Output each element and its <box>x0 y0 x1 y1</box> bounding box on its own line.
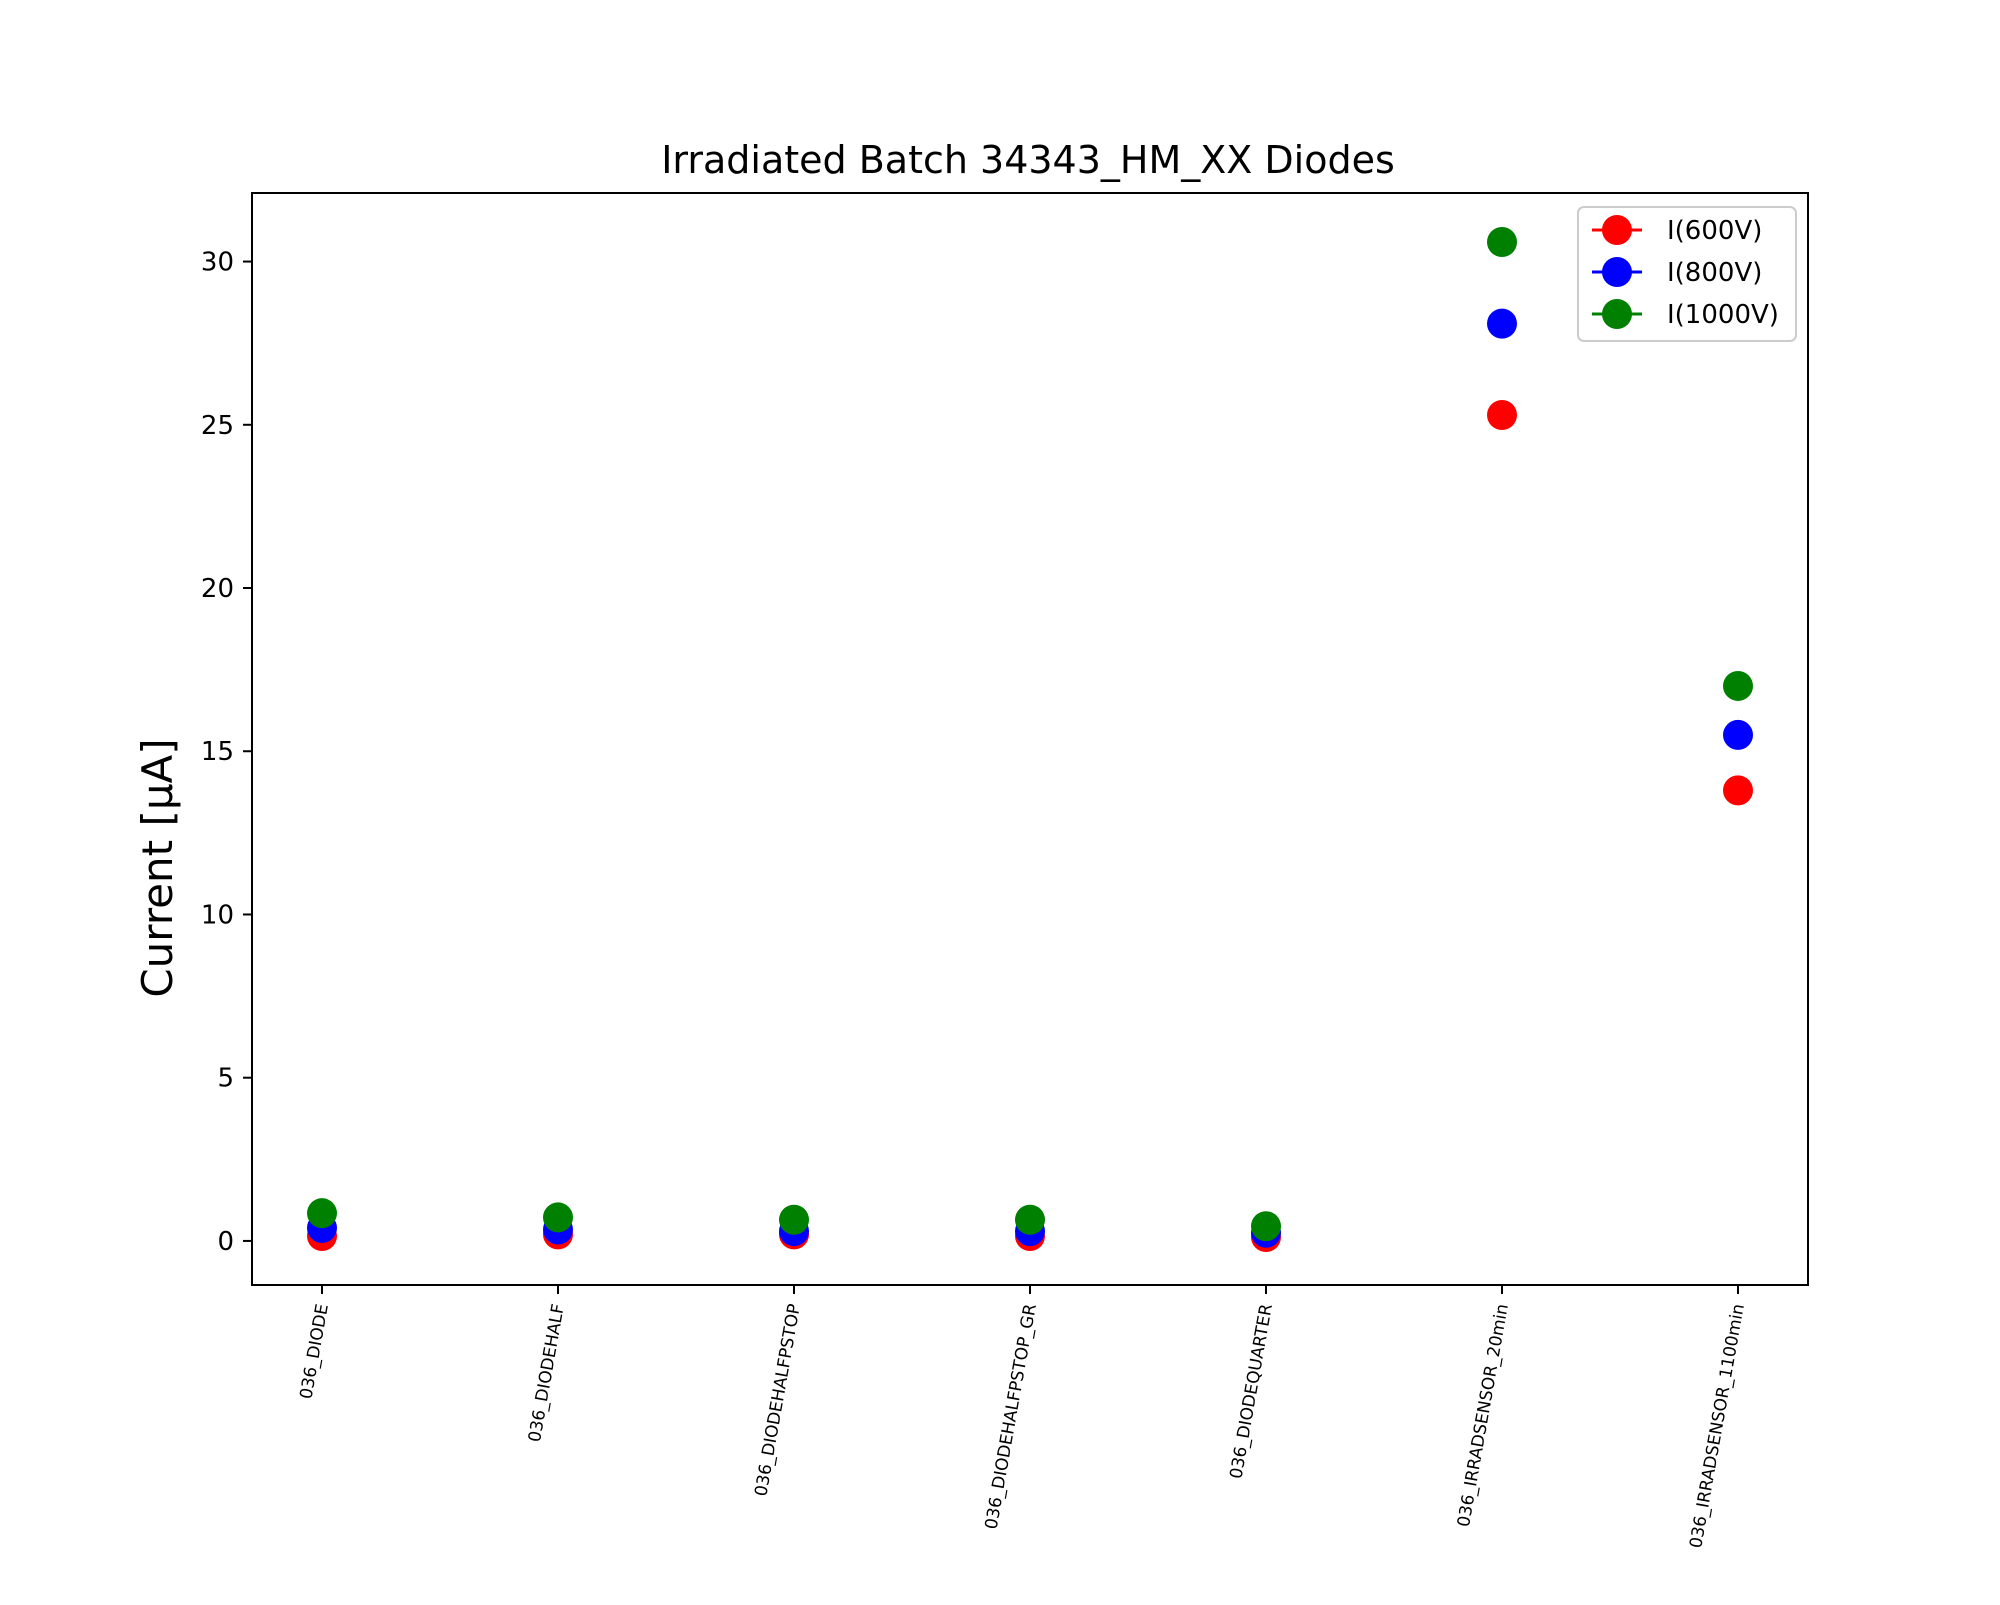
data-point <box>1015 1204 1045 1235</box>
y-tick-label: 25 <box>201 411 234 441</box>
y-tick-label: 30 <box>201 248 234 278</box>
data-point <box>779 1204 809 1235</box>
plot-area-frame <box>251 192 1809 1286</box>
y-axis-label: Current [μA] <box>133 738 182 997</box>
y-tick-label: 5 <box>217 1064 234 1094</box>
data-point <box>1723 670 1753 701</box>
x-tick-label: 036_DIODEHALF <box>525 1302 569 1443</box>
data-point <box>543 1202 573 1233</box>
legend-marker <box>1602 257 1632 287</box>
y-tick-label: 10 <box>201 900 234 930</box>
x-tick-label: 036_IRRADSENSOR_1100min <box>1686 1302 1749 1549</box>
y-tick-label: 15 <box>201 737 234 767</box>
data-point <box>1723 775 1753 806</box>
x-tick-label: 036_DIODE <box>297 1302 333 1400</box>
x-tick-label: 036_DIODEHALFPSTOP_GR <box>982 1302 1041 1531</box>
legend-marker <box>1602 215 1632 245</box>
x-tick-label: 036_DIODEQUARTER <box>1226 1302 1277 1480</box>
legend-label: I(800V) <box>1667 258 1762 288</box>
data-point <box>1723 719 1753 750</box>
y-tick-label: 0 <box>217 1227 234 1257</box>
legend-label: I(1000V) <box>1667 300 1779 330</box>
axis-ticks: 0 5 10 15 20 25 30 036_DIODE 036_DIODEHALF 036_DI… <box>201 248 1749 1550</box>
data-point <box>1487 226 1517 257</box>
legend-label: I(600V) <box>1667 216 1762 246</box>
data-point <box>1251 1211 1281 1242</box>
data-points <box>307 226 1753 1253</box>
legend-box <box>1577 206 1797 342</box>
x-tick-label: 036_DIODEHALFPSTOP <box>751 1302 805 1498</box>
legend: I(600V) I(800V) I(1000V) <box>1577 206 1797 342</box>
x-tick-label: 036_IRRADSENSOR_20min <box>1454 1302 1513 1528</box>
data-point <box>1487 399 1517 430</box>
y-tick-label: 20 <box>201 574 234 604</box>
chart-title: Irradiated Batch 34343_HM_XX Diodes <box>661 138 1395 182</box>
data-point <box>1487 308 1517 339</box>
legend-marker <box>1602 299 1632 329</box>
data-point <box>307 1198 337 1229</box>
